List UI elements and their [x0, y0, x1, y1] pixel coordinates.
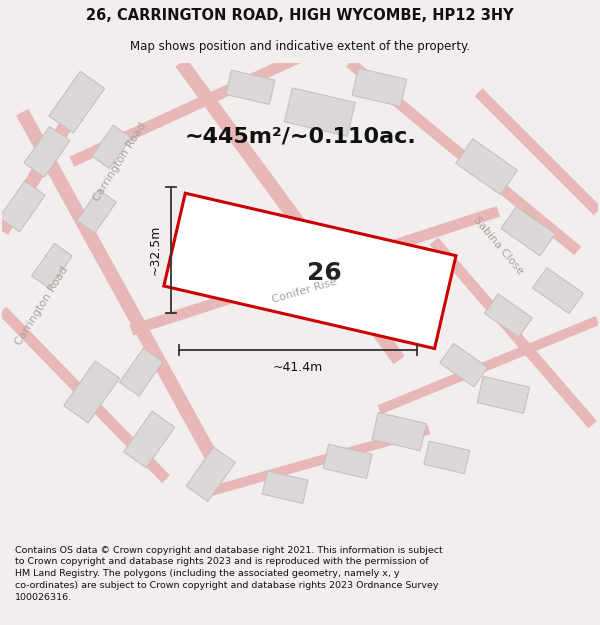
- Text: Conifer Rise: Conifer Rise: [271, 277, 338, 305]
- Polygon shape: [501, 206, 556, 256]
- Polygon shape: [119, 348, 163, 396]
- Text: ~445m²/~0.110ac.: ~445m²/~0.110ac.: [184, 127, 416, 147]
- Text: ~32.5m: ~32.5m: [149, 224, 161, 275]
- Polygon shape: [440, 343, 488, 387]
- Polygon shape: [484, 294, 532, 338]
- Polygon shape: [477, 376, 530, 413]
- Polygon shape: [124, 411, 175, 468]
- Polygon shape: [455, 139, 517, 194]
- Polygon shape: [49, 71, 104, 133]
- Polygon shape: [424, 441, 470, 474]
- Polygon shape: [372, 412, 427, 451]
- Polygon shape: [226, 70, 275, 104]
- Polygon shape: [533, 268, 583, 314]
- Text: Contains OS data © Crown copyright and database right 2021. This information is : Contains OS data © Crown copyright and d…: [15, 546, 443, 602]
- Polygon shape: [352, 68, 407, 106]
- Polygon shape: [92, 125, 131, 169]
- Polygon shape: [284, 88, 355, 136]
- Polygon shape: [64, 361, 119, 423]
- Polygon shape: [262, 471, 308, 504]
- Polygon shape: [32, 243, 72, 288]
- Text: ~41.4m: ~41.4m: [273, 361, 323, 374]
- Text: Map shows position and indicative extent of the property.: Map shows position and indicative extent…: [130, 41, 470, 53]
- Text: 26, CARRINGTON ROAD, HIGH WYCOMBE, HP12 3HY: 26, CARRINGTON ROAD, HIGH WYCOMBE, HP12 …: [86, 8, 514, 23]
- Polygon shape: [323, 444, 372, 479]
- Text: Carrington Road: Carrington Road: [91, 121, 148, 203]
- Text: Carrington Road: Carrington Road: [14, 264, 70, 347]
- Polygon shape: [24, 126, 70, 178]
- Text: Sabina Close: Sabina Close: [472, 215, 526, 277]
- Polygon shape: [164, 193, 456, 349]
- Text: 26: 26: [307, 261, 342, 285]
- Polygon shape: [186, 447, 235, 501]
- Polygon shape: [0, 181, 45, 232]
- Polygon shape: [77, 189, 116, 233]
